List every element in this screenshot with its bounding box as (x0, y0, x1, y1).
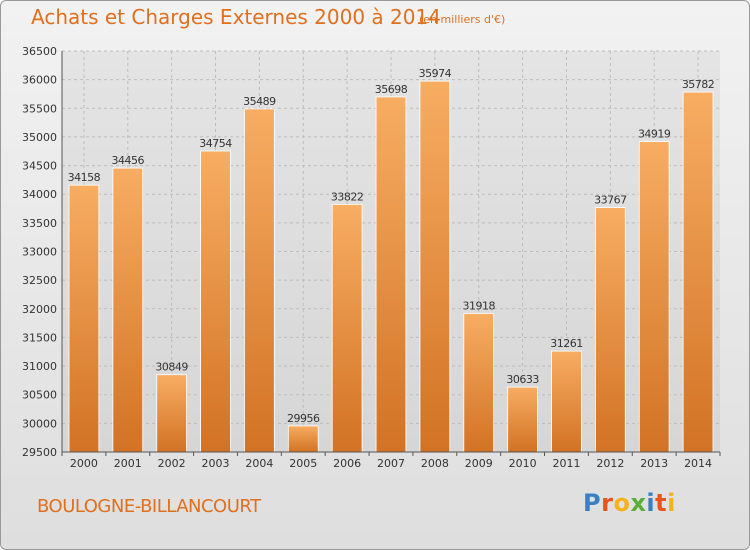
data-label: 34456 (112, 154, 145, 167)
y-tick-label: 36500 (22, 45, 57, 58)
proxiti-logo: Proxiti (583, 489, 676, 517)
bar (244, 108, 275, 453)
y-tick-label: 32500 (22, 274, 57, 287)
x-tick-label: 2005 (289, 457, 317, 470)
data-label: 35489 (243, 95, 276, 108)
bar (331, 204, 363, 453)
y-tick-label: 34500 (22, 160, 57, 173)
y-tick-label: 35000 (22, 131, 57, 144)
bar-chart: 29500 30000 30500 31000 31500 32000 32500 33000… (22, 45, 721, 470)
data-label: 29956 (287, 412, 320, 425)
x-tick-label: 2007 (377, 457, 405, 470)
x-tick-label: 2013 (640, 457, 668, 470)
x-tick-label: 2008 (421, 457, 449, 470)
bar (419, 80, 451, 453)
logo-letter: P (583, 489, 602, 517)
bar (638, 141, 670, 453)
data-label: 31918 (462, 299, 495, 312)
bar (507, 386, 538, 453)
data-label: 35698 (375, 83, 408, 96)
bar (463, 313, 495, 453)
x-tick-label: 2011 (552, 457, 580, 470)
bar (287, 425, 319, 453)
data-label: 34158 (68, 171, 101, 184)
location-label: BOULOGNE-BILLANCOURT (37, 496, 261, 517)
y-tick-label: 29500 (22, 446, 57, 459)
data-label: 35782 (682, 78, 715, 91)
data-label: 34919 (638, 128, 671, 141)
x-tick-label: 2010 (509, 457, 537, 470)
y-tick-label: 31000 (22, 360, 57, 373)
y-tick-label: 34000 (22, 188, 57, 201)
logo-letter: i (646, 489, 656, 517)
bar (68, 184, 100, 453)
logo-letter: t (655, 489, 668, 517)
logo-letter: x (630, 489, 647, 517)
bar (595, 207, 626, 453)
y-tick-label: 35500 (22, 102, 57, 115)
bar (375, 96, 407, 453)
y-tick-label: 33000 (22, 246, 57, 259)
x-tick-label: 2014 (684, 457, 712, 470)
x-tick-label: 2000 (70, 457, 98, 470)
bar (156, 374, 187, 453)
logo-letter: r (601, 489, 614, 517)
logo-letter: i (667, 489, 676, 517)
x-tick-label: 2004 (245, 457, 273, 470)
data-label: 30633 (506, 373, 539, 386)
x-tick-label: 2012 (596, 457, 624, 470)
y-tick-label: 30000 (22, 417, 57, 430)
y-tick-label: 30500 (22, 389, 57, 402)
bar (200, 150, 231, 453)
bar (112, 167, 144, 453)
x-tick-label: 2009 (465, 457, 493, 470)
data-label: 30849 (155, 361, 188, 374)
data-label: 33822 (331, 190, 364, 203)
bar (551, 350, 582, 453)
bar (682, 91, 714, 453)
y-tick-label: 36000 (22, 74, 57, 87)
chart-subtitle: (en milliers d'€) (419, 13, 506, 26)
logo-letter: o (613, 489, 631, 517)
data-label: 33767 (594, 194, 627, 207)
x-tick-label: 2002 (158, 457, 186, 470)
y-tick-label: 32000 (22, 303, 57, 316)
data-label: 35974 (419, 67, 452, 80)
y-tick-label: 31500 (22, 331, 57, 344)
x-tick-label: 2001 (114, 457, 142, 470)
x-tick-label: 2006 (333, 457, 361, 470)
y-tick-label: 33500 (22, 217, 57, 230)
x-tick-label: 2003 (202, 457, 230, 470)
data-label: 34754 (199, 137, 232, 150)
data-label: 31261 (550, 337, 583, 350)
chart-title: Achats et Charges Externes 2000 à 2014 (31, 5, 441, 29)
